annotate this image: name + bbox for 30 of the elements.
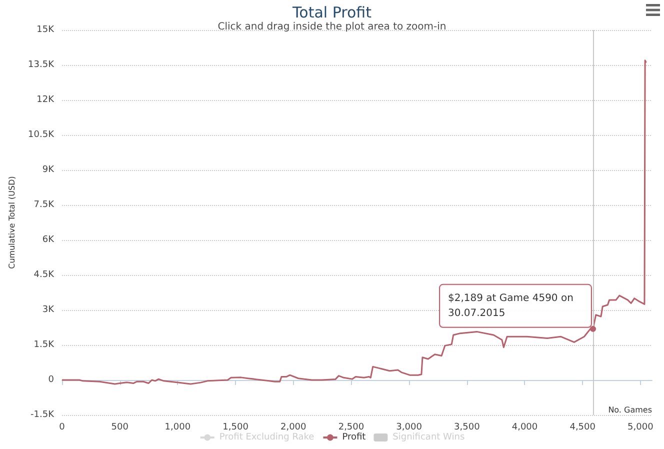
y-tick-label: 10.5K xyxy=(28,130,56,140)
x-tick-label: 4,500 xyxy=(570,422,596,432)
chart-title: Total Profit xyxy=(292,4,372,22)
x-tick-label: 5,000 xyxy=(628,422,654,432)
x-tick-label: 4,000 xyxy=(512,422,538,432)
y-tick-label: 12K xyxy=(36,95,56,105)
y-tick-label: 0 xyxy=(48,375,54,385)
annotation: $2,189 at Game 4590 on 30.07.2015 xyxy=(448,292,577,319)
x-tick-label: 500 xyxy=(111,422,129,432)
legend-label: Profit xyxy=(342,432,366,442)
y-tick-label: 13.5K xyxy=(28,60,56,70)
y-tick-label: 4.5K xyxy=(34,270,56,280)
y-tick-label: 7.5K xyxy=(34,200,56,210)
x-tick-label: 0 xyxy=(59,422,66,432)
line-series xyxy=(61,60,647,385)
x-tick-label: 3,000 xyxy=(396,422,422,432)
y-tick-label: -1.5K xyxy=(30,410,56,420)
y-axis-title: Cumulative Total (USD) xyxy=(8,176,16,269)
y-tick-label: 1.5K xyxy=(34,340,56,350)
x-tick-label: 1,000 xyxy=(164,422,191,432)
y-tick-label: 9K xyxy=(42,165,56,175)
y-tick-label: 3K xyxy=(42,305,56,315)
x-axis-title: No. Games xyxy=(608,406,652,414)
chart-subtitle: Click and drag inside the plot area to zoom-in xyxy=(218,22,446,32)
x-tick-label: 2,000 xyxy=(280,422,307,432)
y-tick-label: 6K xyxy=(42,235,56,245)
x-tick-label: 3,500 xyxy=(454,422,480,432)
y-tick-label: 15K xyxy=(36,25,56,35)
x-tick-label: 2,500 xyxy=(338,422,364,432)
x-tick-label: 1,500 xyxy=(222,422,249,432)
